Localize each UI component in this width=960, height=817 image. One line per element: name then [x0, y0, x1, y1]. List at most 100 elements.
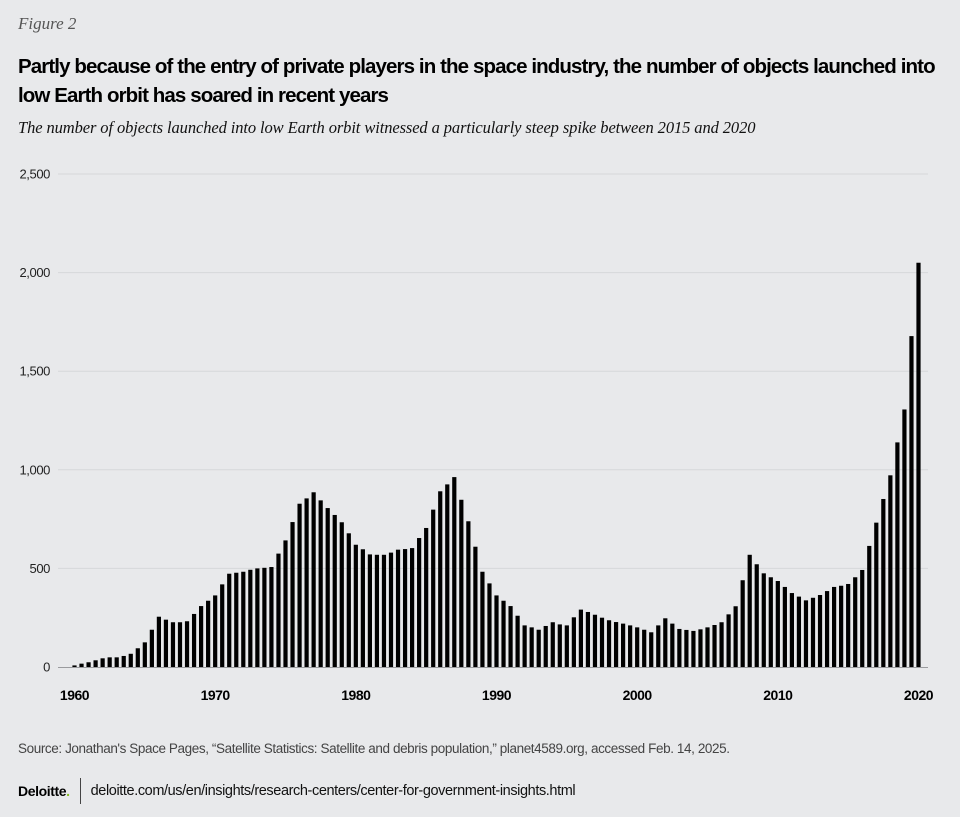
- y-tick-label: 1,000: [19, 462, 50, 477]
- bar: [881, 498, 886, 667]
- footer: Deloitte. deloitte.com/us/en/insights/re…: [18, 778, 576, 804]
- x-tick-label: 1960: [60, 687, 90, 703]
- deloitte-logo: Deloitte.: [18, 783, 70, 799]
- bar: [649, 632, 654, 667]
- x-tick-label: 1980: [341, 687, 371, 703]
- y-tick-label: 1,500: [19, 364, 50, 379]
- footer-url-link[interactable]: deloitte.com/us/en/insights/research-cen…: [90, 783, 576, 799]
- bar: [170, 622, 176, 667]
- y-tick-label: 500: [30, 561, 51, 576]
- chart-title: Partly because of the entry of private p…: [18, 55, 936, 107]
- bar: [121, 655, 126, 667]
- bar: [332, 514, 337, 667]
- bar: [346, 533, 351, 667]
- bar: [515, 615, 520, 667]
- bar: [388, 552, 394, 667]
- bar: [536, 629, 541, 667]
- y-axis-ticks: 0 500 1,000 1,500 2,000 2,500: [19, 167, 50, 675]
- bar-chart: 0 500 1,000 1,500 2,000 2,500 1960 1970 1980 199…: [19, 167, 934, 704]
- bar: [410, 548, 415, 667]
- gridlines: [58, 173, 928, 569]
- bar: [691, 630, 696, 667]
- footer-divider: [79, 778, 81, 804]
- bar: [177, 622, 183, 667]
- bar: [522, 625, 527, 667]
- x-axis-ticks: 1960 1970 1980 1990 2000 2010 2020: [60, 687, 934, 703]
- bar: [733, 606, 738, 667]
- x-tick-label: 2000: [623, 687, 653, 703]
- bar: [276, 553, 281, 667]
- bar: [304, 498, 309, 667]
- chart-subtitle: The number of objects launched into low …: [18, 118, 756, 137]
- bar: [466, 521, 471, 667]
- y-tick-label: 2,000: [19, 265, 50, 280]
- bar: [297, 503, 302, 667]
- bar: [508, 606, 513, 667]
- bar: [782, 586, 787, 667]
- bar: [241, 571, 246, 667]
- bar: [621, 623, 626, 667]
- bar: [100, 658, 105, 667]
- bar: [719, 622, 724, 667]
- bar: [550, 622, 555, 667]
- bar: [768, 577, 773, 667]
- bar: [853, 577, 858, 667]
- bar: [424, 527, 429, 667]
- bar: [796, 596, 802, 667]
- logo-dot: .: [66, 783, 70, 799]
- bar: [163, 619, 169, 667]
- x-tick-label: 1970: [201, 687, 231, 703]
- bar: [824, 591, 830, 667]
- bar: [635, 627, 640, 667]
- bar: [142, 642, 147, 667]
- bar: [135, 648, 140, 667]
- bar: [585, 611, 591, 667]
- bar: [909, 336, 914, 667]
- bar: [677, 628, 682, 667]
- bar: [803, 600, 809, 667]
- bar: [417, 538, 422, 667]
- x-tick-label: 1990: [482, 687, 512, 703]
- bar: [367, 554, 372, 667]
- bar: [191, 613, 197, 667]
- bar: [473, 546, 478, 667]
- bar: [578, 609, 583, 667]
- bar: [839, 585, 844, 667]
- bar: [381, 554, 387, 667]
- bar: [149, 629, 154, 667]
- bar: [817, 595, 823, 667]
- bar: [402, 549, 408, 667]
- bar: [227, 573, 232, 667]
- bar: [339, 522, 344, 667]
- bar: [642, 629, 647, 667]
- source-note: Source: Jonathan's Space Pages, “Satelli…: [18, 741, 730, 756]
- bar: [325, 508, 330, 667]
- bar: [670, 623, 675, 667]
- bar: [740, 580, 745, 667]
- bar: [494, 595, 499, 667]
- bar: [262, 567, 267, 667]
- bar: [543, 625, 548, 667]
- bar: [459, 499, 464, 667]
- bar: [789, 593, 794, 667]
- y-tick-label: 2,500: [19, 167, 50, 182]
- bars: [72, 262, 921, 667]
- bar: [860, 569, 865, 667]
- bar: [726, 614, 731, 667]
- bar: [184, 621, 190, 667]
- bar: [564, 625, 569, 667]
- bar: [269, 567, 274, 667]
- bar: [592, 614, 598, 667]
- bar: [712, 625, 717, 667]
- bar: [431, 509, 436, 667]
- bar: [501, 600, 506, 667]
- bar: [846, 583, 851, 667]
- bar: [487, 583, 492, 667]
- bar: [255, 568, 260, 667]
- bar: [79, 663, 84, 667]
- bar: [93, 660, 98, 667]
- bar: [114, 657, 119, 667]
- y-tick-label: 0: [43, 660, 50, 675]
- bar: [754, 564, 759, 667]
- bar: [867, 545, 872, 667]
